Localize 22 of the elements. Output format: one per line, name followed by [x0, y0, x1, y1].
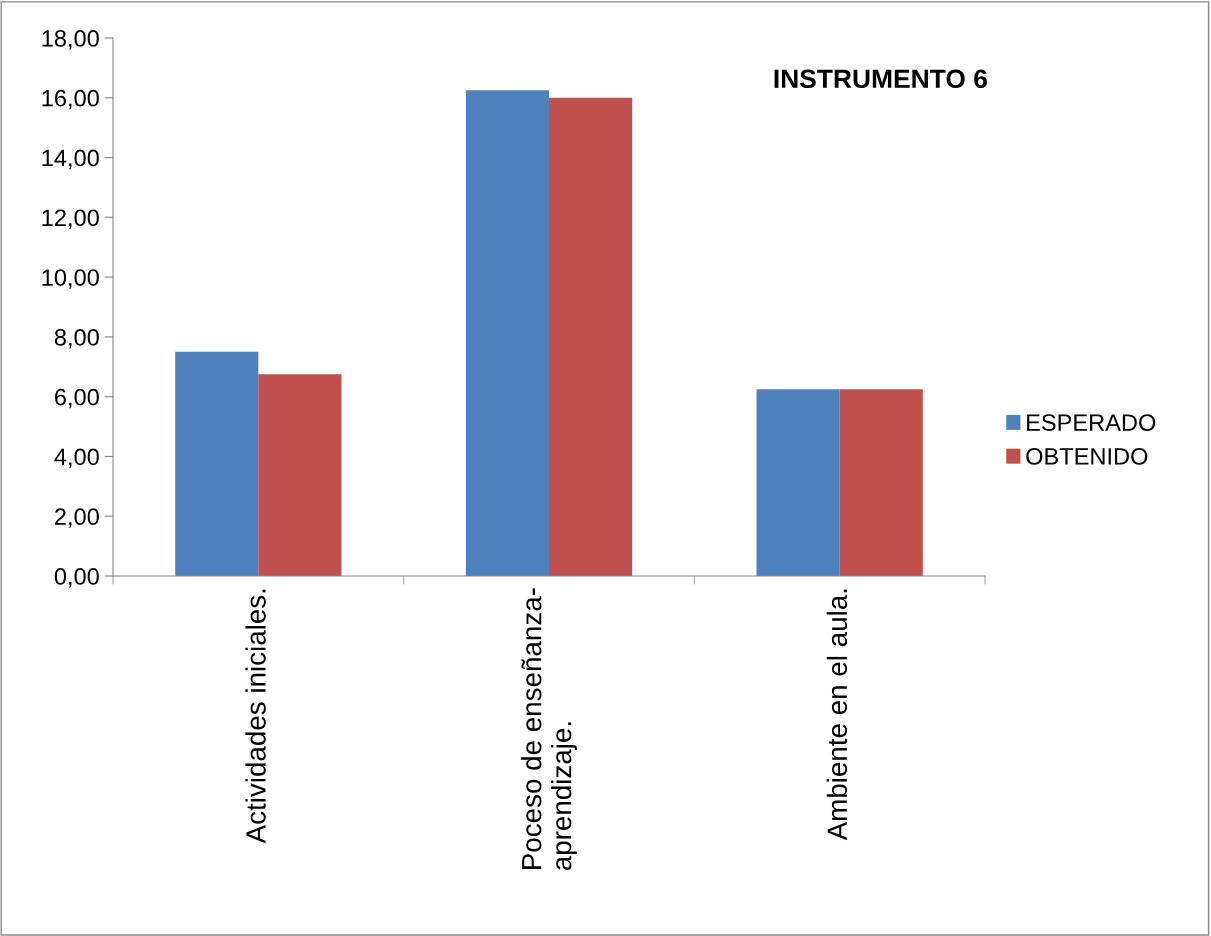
text: INSTRUMENTO 6 [774, 69, 987, 89]
x-tick-label: Poceso de enseñanza- aprendizaje. [521, 588, 577, 871]
y-tick-label: 16,00 [42, 89, 99, 110]
bar [839, 389, 923, 576]
y-tick-label: 0,00 [54, 568, 99, 588]
bar [549, 97, 633, 576]
y-tick-label: 18,00 [42, 30, 99, 50]
bar [175, 351, 259, 576]
bar [258, 374, 342, 576]
legend-label: ESPERADO [1027, 414, 1156, 431]
y-tick-label: 4,00 [54, 448, 99, 469]
bar [465, 90, 549, 576]
legend-label: OBTENIDO [1026, 448, 1148, 465]
y-tick-label: 12,00 [42, 209, 99, 229]
y-tick-label: 8,00 [54, 328, 99, 349]
x-tick-label: Actividades iniciales. [245, 589, 266, 844]
y-tick-label: 2,00 [55, 508, 99, 528]
y-tick-label: 14,00 [42, 149, 99, 170]
y-tick-label: 6,00 [55, 388, 99, 409]
y-tick-label: 10,00 [42, 269, 99, 289]
bar [756, 389, 840, 576]
x-tick-label: Ambiente en el aula. [826, 589, 848, 841]
